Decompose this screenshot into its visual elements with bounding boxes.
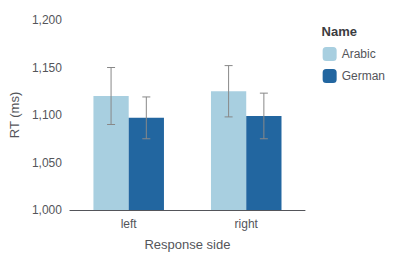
svg-text:Arabic: Arabic bbox=[342, 47, 376, 61]
svg-text:RT (ms): RT (ms) bbox=[7, 92, 22, 138]
svg-text:Name: Name bbox=[322, 24, 357, 39]
svg-text:Response side: Response side bbox=[144, 237, 230, 252]
svg-text:German: German bbox=[342, 69, 385, 83]
svg-text:1,050: 1,050 bbox=[32, 156, 62, 170]
svg-text:left: left bbox=[121, 217, 138, 231]
svg-text:1,150: 1,150 bbox=[32, 61, 62, 75]
svg-text:1,100: 1,100 bbox=[32, 108, 62, 122]
svg-text:1,000: 1,000 bbox=[32, 203, 62, 217]
svg-text:right: right bbox=[235, 217, 259, 231]
svg-text:1,200: 1,200 bbox=[32, 13, 62, 27]
